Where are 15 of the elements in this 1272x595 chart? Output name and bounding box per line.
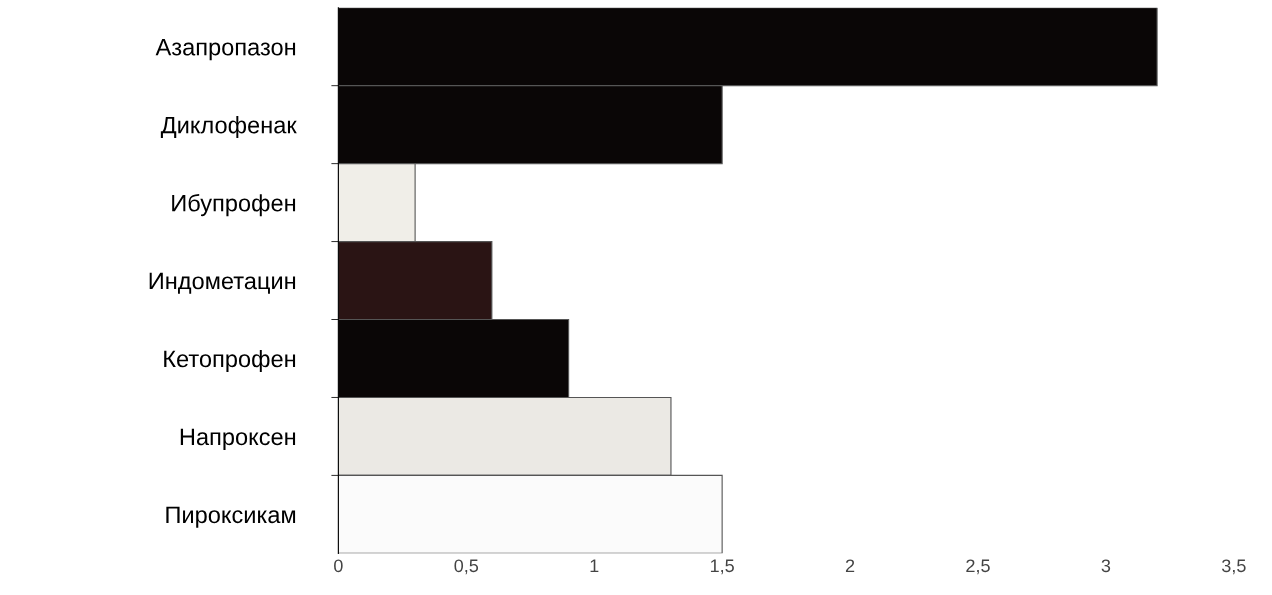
y-tick-label: Индометацин: [149, 272, 296, 294]
x-tick-label: 0: [334, 559, 343, 573]
x-tick-label: 0,5: [454, 559, 479, 575]
y-tick-label: Напроксен: [180, 428, 296, 450]
y-tick-label: Кетопрофен: [164, 349, 296, 372]
y-tick-label: Азапропазон: [155, 39, 296, 61]
y-tick-label: Диклофенак: [160, 116, 297, 139]
x-tick-label: 2,5: [966, 559, 990, 575]
x-tick-label: 3,5: [1221, 559, 1246, 575]
x-tick-label: 2: [845, 559, 855, 572]
x-tick-label: 3: [1101, 559, 1111, 573]
y-tick-label: Ибупрофен: [172, 193, 296, 217]
x-tick-label: 1: [590, 559, 599, 572]
y-tick-label: Пироксикам: [166, 506, 296, 528]
x-tick-label: 1,5: [710, 559, 734, 575]
